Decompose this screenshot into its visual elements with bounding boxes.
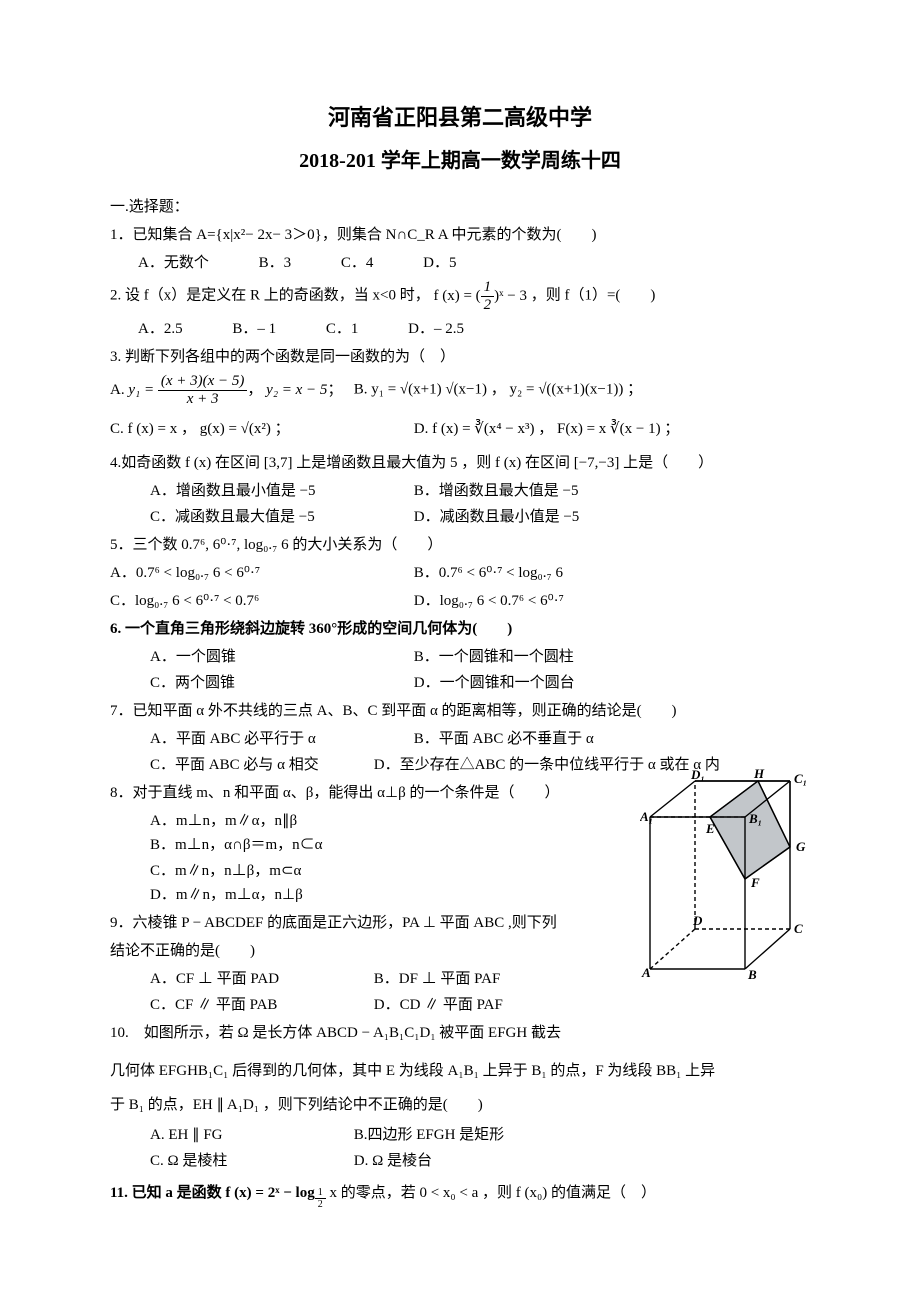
q2-fx-suffix: )ˣ − 3	[494, 288, 527, 304]
svg-text:C₁: C₁	[794, 771, 807, 786]
q8-opt-d: D．m∥n，m⊥α，n⊥β	[150, 883, 410, 907]
q6-opt-c: C．两个圆锥	[150, 671, 410, 695]
q11-stem-b: x 的零点，若 0 < x₀ < a ，则 f (x₀) 的值满足（ ）	[326, 1185, 656, 1201]
q2-opt-d: D．– 2.5	[408, 317, 464, 341]
q8-opt-a: A．m⊥n，m∥α，n∥β	[150, 809, 410, 833]
question-1: 1．已知集合 A={x|x²− 2x− 3＞0}，则集合 N∩C_R A 中元素…	[110, 223, 810, 247]
q6-opt-d: D．一个圆锥和一个圆台	[414, 671, 674, 695]
question-10c: 于 B₁ 的点，EH ∥ A₁D₁ ，则下列结论中不正确的是( )	[110, 1093, 810, 1117]
q4-opt-c: C．减函数且最大值是 −5	[150, 505, 410, 529]
q3-opt-d: D. f (x) = ∛(x⁴ − x³) ， F(x) = x ∛(x − 1…	[414, 421, 680, 437]
q7-opt-d: D．至少存在△ABC 的一条中位线平行于 α 或在 α 内	[374, 757, 720, 773]
q10-opt-d: D. Ω 是棱台	[354, 1149, 614, 1173]
q4-opt-b: B．增函数且最大值是 −5	[414, 479, 674, 503]
q1-opt-c: C．4	[341, 251, 374, 275]
q6-opt-a: A．一个圆锥	[150, 645, 410, 669]
svg-text:F: F	[750, 875, 760, 890]
svg-text:B₁: B₁	[748, 811, 762, 826]
q5-row1: A．0.7⁶ < log₀.₇ 6 < 6⁰·⁷ B．0.7⁶ < 6⁰·⁷ <…	[110, 561, 810, 585]
question-5: 5．三个数 0.7⁶, 6⁰·⁷, log₀.₇ 6 的大小关系为（ ）	[110, 533, 810, 557]
question-2: 2. 设 f（x）是定义在 R 上的奇函数，当 x<0 时， f (x) = (…	[110, 279, 810, 313]
school-title: 河南省正阳县第二高级中学	[110, 100, 810, 135]
q3-opt-b: B. y₁ = √(x+1) √(x−1) ， y₂ = √((x+1)(x−1…	[354, 382, 642, 398]
q11-stem-a: 11. 已知 a 是函数 f (x) = 2ˣ − log	[110, 1185, 315, 1201]
q7-opt-b: B．平面 ABC 必不垂直于 α	[414, 727, 674, 751]
q9-opt-a: A．CF ⊥ 平面 PAD	[150, 967, 370, 991]
q4-opt-a: A．增函数且最小值是 −5	[150, 479, 410, 503]
q3-a-den: x + 3	[158, 391, 248, 408]
q9-opt-d: D．CD ∥ 平面 PAF	[374, 993, 634, 1017]
svg-text:H: H	[753, 769, 765, 781]
q7-opt-c: C．平面 ABC 必与 α 相交	[150, 753, 370, 777]
q7-options: A．平面 ABC 必平行于 α B．平面 ABC 必不垂直于 α C．平面 AB…	[150, 727, 810, 777]
q2-opt-c: C．1	[326, 317, 359, 341]
q3-opt-a: A. y₁ = (x + 3)(x − 5)x + 3， y₂ = x − 5；	[110, 382, 346, 398]
q6-options: A．一个圆锥 B．一个圆锥和一个圆柱 C．两个圆锥 D．一个圆锥和一个圆台	[150, 645, 810, 695]
q3-row-cd: C. f (x) = x ， g(x) = √(x²) ； D. f (x) =…	[110, 417, 810, 441]
question-7: 7．已知平面 α 外不共线的三点 A、B、C 到平面 α 的距离相等，则正确的结…	[110, 699, 810, 723]
question-4: 4.如奇函数 f (x) 在区间 [3,7] 上是增函数且最大值为 5 ，则 f…	[110, 451, 810, 475]
q9-opt-b: B．DF ⊥ 平面 PAF	[374, 967, 634, 991]
q10-opt-a: A. EH ∥ FG	[150, 1123, 350, 1147]
q10-opt-c: C. Ω 是棱柱	[150, 1149, 350, 1173]
q8-opt-c: C．m∥n，n⊥β，m⊂α	[150, 859, 410, 883]
q1-stem: 1．已知集合 A={x|x²− 2x− 3＞0}，则集合 N∩C_R A 中元素…	[110, 227, 596, 243]
q1-opt-b: B．3	[259, 251, 292, 275]
q3-row-ab: A. y₁ = (x + 3)(x − 5)x + 3， y₂ = x − 5；…	[110, 373, 810, 407]
q3-opt-c: C. f (x) = x ， g(x) = √(x²) ；	[110, 417, 410, 441]
q5-opt-a: A．0.7⁶ < log₀.₇ 6 < 6⁰·⁷	[110, 561, 410, 585]
cuboid-figure: ABCDA₁B₁C₁D₁EFGH	[640, 769, 810, 987]
q3-a-prefix: A.	[110, 382, 128, 398]
q10-options: A. EH ∥ FG B.四边形 EFGH 是矩形 C. Ω 是棱柱 D. Ω …	[150, 1123, 810, 1173]
q3-a-num: (x + 3)(x − 5)	[158, 373, 248, 391]
svg-text:E: E	[705, 821, 715, 836]
q2-fx-prefix: f (x) = (	[433, 288, 480, 304]
worksheet-title: 2018-201 学年上期高一数学周练十四	[110, 145, 810, 177]
q6-opt-b: B．一个圆锥和一个圆柱	[414, 645, 674, 669]
q3-a-y1eq: y₁ =	[128, 382, 158, 398]
question-11: 11. 已知 a 是函数 f (x) = 2ˣ − log12 x 的零点，若 …	[110, 1181, 810, 1210]
q3-a-y2: y₂ = x − 5	[266, 382, 327, 398]
section-1-heading: 一.选择题：	[110, 195, 810, 219]
q1-options: A．无数个 B．3 C．4 D．5	[138, 251, 810, 275]
q7-opt-a: A．平面 ABC 必平行于 α	[150, 727, 410, 751]
q4-options: A．增函数且最小值是 −5 B．增函数且最大值是 −5 C．减函数且最大值是 −…	[150, 479, 810, 529]
q11-sub-num: 1	[315, 1187, 326, 1199]
question-6: 6. 一个直角三角形绕斜边旋转 360°形成的空间几何体为( )	[110, 617, 810, 641]
q10-opt-b: B.四边形 EFGH 是矩形	[354, 1123, 614, 1147]
svg-text:D: D	[692, 913, 703, 928]
q2-options: A．2.5 B．– 1 C．1 D．– 2.5	[138, 317, 810, 341]
svg-text:B: B	[747, 967, 757, 979]
q9-opt-c: C．CF ∥ 平面 PAB	[150, 993, 370, 1017]
q5-opt-b: B．0.7⁶ < 6⁰·⁷ < log₀.₇ 6	[414, 561, 714, 585]
q1-opt-d: D．5	[423, 251, 456, 275]
q11-sub-den: 2	[315, 1199, 326, 1210]
q5-row2: C．log₀.₇ 6 < 6⁰·⁷ < 0.7⁶ D．log₀.₇ 6 < 0.…	[110, 589, 810, 613]
q2-stem-a: 2. 设 f（x）是定义在 R 上的奇函数，当 x<0 时，	[110, 288, 430, 304]
question-3: 3. 判断下列各组中的两个函数是同一函数的为（ ）	[110, 345, 810, 369]
q3-a-semi: ；	[327, 382, 342, 398]
question-10a: 10. 如图所示，若 Ω 是长方体 ABCD − A₁B₁C₁D₁ 被平面 EF…	[110, 1021, 810, 1045]
svg-text:A₁: A₁	[640, 809, 653, 824]
q2-opt-b: B．– 1	[232, 317, 276, 341]
q2-stem-b: ，则 f（1）=( )	[531, 288, 656, 304]
q8-opt-b: B．m⊥n，α∩β＝m，n⊂α	[150, 833, 410, 857]
q3-a-mid: ，	[247, 382, 262, 398]
q5-opt-d: D．log₀.₇ 6 < 0.7⁶ < 6⁰·⁷	[414, 589, 714, 613]
q2-half-den: 2	[481, 297, 495, 314]
q1-opt-a: A．无数个	[138, 251, 209, 275]
q5-opt-c: C．log₀.₇ 6 < 6⁰·⁷ < 0.7⁶	[110, 589, 410, 613]
q2-opt-a: A．2.5	[138, 317, 183, 341]
question-10b: 几何体 EFGHB₁C₁ 后得到的几何体，其中 E 为线段 A₁B₁ 上异于 B…	[110, 1059, 810, 1083]
q4-opt-d: D．减函数且最小值是 −5	[414, 505, 674, 529]
q2-half-num: 1	[481, 279, 495, 297]
svg-text:C: C	[794, 921, 803, 936]
svg-text:G: G	[796, 839, 806, 854]
svg-text:A: A	[641, 965, 651, 979]
q2-fx: f (x) = (12)ˣ − 3	[433, 288, 530, 304]
